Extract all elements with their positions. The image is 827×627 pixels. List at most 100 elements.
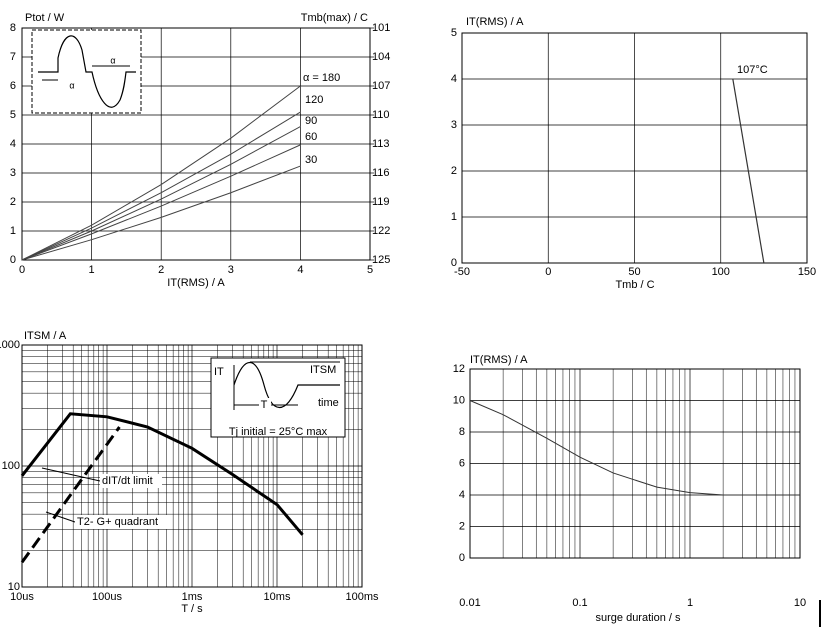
y-axis-label: ITSM / A <box>24 330 67 342</box>
y-tick-label: 4 <box>459 489 465 501</box>
series-line <box>20 412 304 536</box>
y2-tick-label: 107 <box>372 80 390 92</box>
y-tick-label: 6 <box>10 80 16 92</box>
x-tick-label: 10ms <box>264 591 291 603</box>
label-bg <box>100 474 162 488</box>
x-axis-label: surge duration / s <box>596 612 681 624</box>
y-tick-label: 5 <box>451 27 457 39</box>
x-tick-label: 0.01 <box>459 597 480 609</box>
y-tick-label: 12 <box>453 363 465 375</box>
x-tick-label: 100us <box>92 591 122 603</box>
x-tick-label: 2 <box>158 264 164 276</box>
x-axis-label: T / s <box>181 603 203 615</box>
y-tick-label: 0 <box>10 254 16 266</box>
annotation: dIT/dt limit <box>102 475 153 487</box>
y-tick-label: 4 <box>10 138 16 150</box>
x-tick-label: 1ms <box>182 591 203 603</box>
series-label: 30 <box>305 154 317 166</box>
y-tick-label: 1 <box>451 211 457 223</box>
y2-tick-label: 119 <box>372 196 390 208</box>
inset-label: Tj initial = 25°C max <box>229 426 328 438</box>
series-line <box>21 165 301 261</box>
series-line <box>21 111 301 261</box>
series-line <box>469 400 800 496</box>
y-tick-label: 2 <box>10 196 16 208</box>
y2-tick-label: 104 <box>372 51 390 63</box>
x-tick-label: 3 <box>228 264 234 276</box>
x-axis-label: IT(RMS) / A <box>167 277 225 289</box>
series-label: 120 <box>305 94 323 106</box>
leader-line <box>41 467 101 482</box>
x-tick-label: 1 <box>687 597 693 609</box>
inset-wave <box>233 362 340 408</box>
y-tick-label: 100 <box>2 460 20 472</box>
chart-panel: 0 1 2 3 4 5 0 1 2 3 4 5 6 7 8 101 104 107 110 113 116 119 122 1… <box>10 12 390 289</box>
series-label: α = 180 <box>303 72 340 84</box>
x-tick-label: 5 <box>367 264 373 276</box>
y-axis-label: IT(RMS) / A <box>466 16 524 28</box>
y2-tick-label: 101 <box>372 22 390 34</box>
x-tick-label: -50 <box>454 266 470 278</box>
series-line <box>732 78 765 264</box>
inset-label: time <box>318 397 339 409</box>
series-line <box>21 85 301 261</box>
y2-tick-label: 122 <box>372 225 390 237</box>
series-line <box>20 426 121 564</box>
inset-label: α <box>110 55 115 65</box>
annotation: T2- G+ quadrant <box>77 516 158 528</box>
y-tick-label: 10 <box>453 394 465 406</box>
y-tick-label: 8 <box>10 22 16 34</box>
y-axis-label: Ptot / W <box>25 12 65 24</box>
y-tick-label: 0 <box>459 552 465 564</box>
y-tick-label: 1 <box>10 225 16 237</box>
x-tick-label: 0 <box>19 264 25 276</box>
y-tick-label: 6 <box>459 457 465 469</box>
label-bg <box>75 515 170 529</box>
annotation: 107°C <box>737 64 768 76</box>
y-tick-label: 7 <box>10 51 16 63</box>
y-tick-label: 2 <box>459 520 465 532</box>
inset-frame <box>210 357 346 438</box>
x-tick-label: 10us <box>10 591 34 603</box>
series-label: 90 <box>305 115 317 127</box>
y-tick-label: 4 <box>451 73 457 85</box>
series-label: 60 <box>305 131 317 143</box>
y-tick-label: 0 <box>451 257 457 269</box>
inset-label: IT <box>214 366 224 378</box>
y2-tick-label: 116 <box>372 167 390 179</box>
y-tick-label: 5 <box>10 109 16 121</box>
inset-label: T <box>261 399 268 411</box>
x-tick-label: 50 <box>628 266 640 278</box>
x-tick-label: 100ms <box>345 591 379 603</box>
series-line <box>21 144 301 261</box>
x-tick-label: 4 <box>297 264 303 276</box>
y2-tick-label: 125 <box>372 254 390 266</box>
inset-wave <box>38 35 136 108</box>
y-tick-label: 3 <box>10 167 16 179</box>
y-tick-label: 3 <box>451 119 457 131</box>
label-bg <box>259 398 271 411</box>
x-tick-label: 100 <box>712 266 730 278</box>
series-line <box>21 126 301 261</box>
x-tick-label: 1 <box>89 264 95 276</box>
x-tick-label: 150 <box>798 266 816 278</box>
inset-label: α <box>69 80 74 90</box>
x-axis-label: Tmb / C <box>615 279 654 291</box>
x-tick-label: 0.1 <box>572 597 587 609</box>
y2-axis-label: Tmb(max) / C <box>301 12 368 24</box>
inset-label: ITSM <box>310 364 336 376</box>
x-tick-label: 0 <box>545 266 551 278</box>
y-tick-label: 8 <box>459 426 465 438</box>
y-tick-label: 2 <box>451 165 457 177</box>
x-tick-label: 10 <box>794 597 806 609</box>
y2-tick-label: 110 <box>372 109 390 121</box>
chart-panel: 0.01 0.1 1 10 0 2 4 6 8 10 12 IT(RMS) / A surge dura… <box>453 354 806 624</box>
leader-line <box>45 511 76 523</box>
y-axis-label: IT(RMS) / A <box>470 354 528 366</box>
y-tick-label: 10 <box>8 581 20 593</box>
y2-tick-label: 113 <box>372 138 390 150</box>
